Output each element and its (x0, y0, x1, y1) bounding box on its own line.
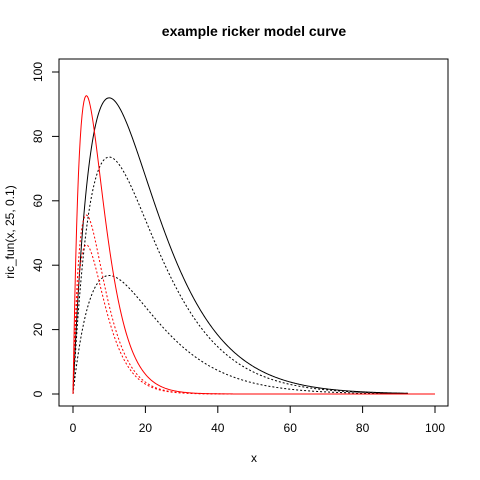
y-tick-label-40: 40 (31, 258, 45, 272)
x-tick-label-20: 20 (139, 421, 153, 435)
y-tick-label-80: 80 (31, 129, 45, 143)
x-tick-label-60: 60 (284, 421, 298, 435)
y-tick-label-60: 60 (31, 194, 45, 208)
x-axis: 0 20 40 60 80 100 (70, 406, 445, 435)
y-tick-label-20: 20 (31, 323, 45, 337)
y-tick-label-100: 100 (31, 62, 45, 82)
series-line-6 (72, 244, 435, 395)
y-axis: 0 20 40 60 80 100 (31, 62, 59, 397)
x-axis-label: x (251, 451, 257, 465)
y-tick-label-0: 0 (31, 390, 45, 397)
series-line-1 (72, 97, 408, 395)
x-tick-label-0: 0 (70, 421, 77, 435)
series-line-3 (72, 275, 408, 395)
x-tick-label-100: 100 (425, 421, 445, 435)
series-line-2 (72, 156, 408, 395)
x-tick-label-80: 80 (356, 421, 370, 435)
series-line-4 (72, 95, 435, 395)
x-tick-label-40: 40 (211, 421, 225, 435)
chart-title: example ricker model curve (162, 23, 347, 39)
y-axis-label: ric_fun(x, 25, 0.1) (3, 185, 17, 278)
series-layer (72, 95, 435, 395)
plot-frame (58, 58, 449, 407)
